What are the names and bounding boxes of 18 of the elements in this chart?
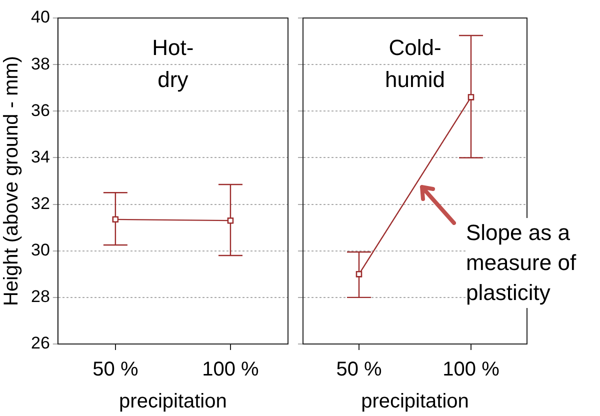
- x-tick-label: 100 %: [442, 358, 500, 381]
- x-tick-label: 100 %: [202, 358, 260, 381]
- x-axis-title: precipitation: [119, 390, 227, 413]
- y-tick-label: 28: [30, 287, 50, 306]
- y-tick-label: 34: [30, 147, 50, 166]
- y-tick-label: 40: [30, 8, 50, 27]
- x-tick-label: 50 %: [92, 358, 138, 381]
- y-tick-label: 30: [30, 240, 50, 260]
- x-tick-label: 50 %: [336, 358, 382, 381]
- x-axis-title: precipitation: [361, 390, 469, 413]
- y-axis-title: Height (above ground - mm): [0, 56, 23, 306]
- y-tick-label: 36: [30, 100, 50, 120]
- annotation: Hot- dry: [152, 35, 194, 92]
- annotation: Slope as a measure of plasticity: [466, 218, 600, 308]
- y-tick-label: 32: [30, 194, 50, 213]
- y-tick-label: 26: [30, 334, 50, 353]
- y-tick-label: 38: [30, 54, 50, 74]
- annotation: Cold- humid: [385, 35, 445, 92]
